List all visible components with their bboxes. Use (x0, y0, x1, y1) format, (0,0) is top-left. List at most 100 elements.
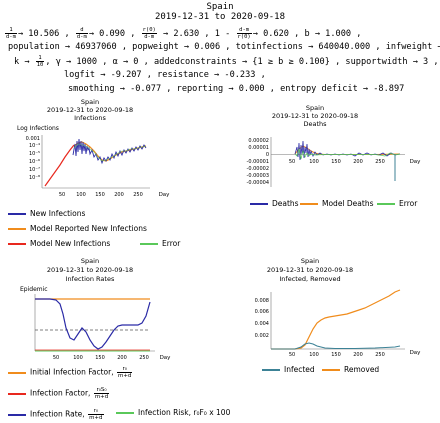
xtick-label: 100 (309, 159, 319, 165)
xtick-label: 200 (114, 192, 124, 198)
rates-name: Infection Rates (65, 275, 115, 283)
xtick-label: 250 (375, 159, 385, 165)
params-row-3: k → 1 10, γ → 1000 , α → 0 , addedconstra… (14, 55, 440, 68)
xtick-label: 250 (375, 352, 385, 357)
ytick-label: 0.008 (255, 298, 269, 304)
ytick-label: 0.001 (26, 136, 40, 142)
xtick-label: 50 (289, 159, 295, 165)
params-row-1: 1 d-m → 10.506 , d d-m → 0.090 , r(0) d-m → 2.… (5, 27, 362, 40)
infection-rate-line (35, 298, 151, 350)
xlabel: Day (159, 192, 171, 198)
removed-name: Infected, Removed (279, 275, 341, 283)
xtick-label: 200 (353, 159, 363, 165)
legend-model-reported: Model Reported New Infections (8, 224, 147, 234)
ytick-label: 0.006 (255, 309, 269, 315)
ytick-label: 10⁻⁷ (29, 167, 40, 173)
xtick-label: 150 (95, 355, 105, 361)
legend-initial-infection-factor: Initial Infection Factor, r₀ m+d (8, 366, 133, 379)
legend-infection-factor: Infection Factor, r₀S₀ m+d (8, 387, 110, 400)
legend-infection-risk: Infection Risk, r₀F₀ x 100 (116, 408, 230, 418)
ytick-label: -0.00003 (247, 173, 269, 179)
rates-subtitle: 2019-12-31 to 2020-09-18 (46, 266, 134, 274)
ytick-label: 10⁻⁴ (29, 143, 40, 149)
fraction-r0-over-dm: r(0) d-m (141, 27, 157, 40)
legend-removed: Removed (322, 365, 379, 375)
removed-subtitle: 2019-12-31 to 2020-09-18 (266, 266, 354, 274)
xtick-label: 250 (133, 192, 143, 198)
legend-deaths-error: Error (377, 199, 417, 209)
removed-title: Spain (300, 257, 320, 265)
ytick-label: 10⁻⁵ (29, 151, 40, 157)
fraction-1-over-dm: 1 d-m (5, 27, 17, 40)
params-row-4: logfit → -9.207 , resistance → -0.233 , (64, 70, 266, 80)
new-infections-line (72, 138, 147, 165)
infected-line (271, 342, 401, 350)
legend-infected: Infected (262, 365, 315, 375)
removed-xticks: 50 100 150 200 250 Day (289, 350, 421, 357)
removed-line (271, 289, 401, 350)
xtick-label: 150 (331, 352, 341, 357)
legend-model-deaths: Model Deaths (300, 199, 374, 209)
error-line (73, 143, 147, 162)
fraction-dm-over-r0: d-m r(0) (236, 27, 252, 40)
removed-yticks: 0.008 0.006 0.004 0.002 (255, 298, 269, 339)
ytick-label: 0.00001 (248, 145, 269, 151)
deaths-line (294, 140, 401, 161)
removed-chart: 0.008 0.006 0.004 0.002 50 100 150 200 2… (255, 289, 421, 357)
rates-xticks: 50 100 150 200 250 Day (53, 355, 171, 361)
xtick-label: 200 (353, 352, 363, 357)
ytick-label: -0.00001 (247, 159, 269, 165)
legend-infection-rate: Infection Rate, r₀ m+d (8, 408, 105, 421)
fraction-rate: r₀ m+d (88, 408, 104, 421)
params-row-2: population → 46937060 , popweight → 0.00… (8, 42, 440, 52)
xtick-label: 50 (59, 192, 65, 198)
deaths-title: Spain (305, 104, 325, 112)
deaths-error-line (294, 148, 401, 160)
infections-chart: 0.001 10⁻⁴ 10⁻⁵ 10⁻⁶ 10⁻⁷ 10⁻⁸ 50 100 15… (26, 135, 170, 198)
infections-xticks: 50 100 150 200 250 Day (59, 192, 170, 198)
ytick-label: 0.004 (255, 321, 269, 327)
rates-chart: 50 100 150 200 250 Day (34, 294, 171, 361)
infections-name: Infections (74, 114, 106, 122)
fraction-k: 1 10 (35, 55, 45, 68)
legend-model-new-infections: Model New Infections (8, 239, 110, 249)
xlabel: Day (410, 350, 422, 356)
xtick-label: 50 (289, 352, 295, 357)
xtick-label: 100 (73, 355, 83, 361)
infections-ylabel: Log Infections (17, 125, 59, 132)
xlabel: Day (160, 355, 172, 361)
model-new-infections-line (44, 144, 75, 187)
xlabel: Day (410, 159, 422, 165)
xtick-label: 150 (331, 159, 341, 165)
legend-infections-error: Error (140, 239, 180, 249)
xtick-label: 50 (53, 355, 59, 361)
ytick-label: 10⁻⁶ (29, 159, 40, 165)
rates-title: Spain (80, 257, 100, 265)
ytick-label: 0.002 (255, 333, 269, 339)
xtick-label: 100 (309, 352, 319, 357)
ytick-label: -0.00002 (247, 166, 269, 172)
xtick-label: 200 (117, 355, 127, 361)
infections-subtitle: 2019-12-31 to 2020-09-18 (46, 106, 134, 114)
country-title: Spain (206, 2, 234, 12)
ytick-label: 0.00002 (248, 138, 269, 144)
deaths-subtitle: 2019-12-31 to 2020-09-18 (271, 112, 359, 120)
legend-new-infections: New Infections (8, 209, 85, 219)
xtick-label: 150 (95, 192, 105, 198)
params-row-5: smoothing → -0.077 , reporting → 0.000 ,… (68, 84, 405, 94)
infections-title: Spain (80, 98, 100, 106)
infections-yticks: 0.001 10⁻⁴ 10⁻⁵ 10⁻⁶ 10⁻⁷ 10⁻⁸ (26, 136, 40, 181)
ytick-label: 0 (266, 152, 269, 158)
deaths-yticks: 0.00002 0.00001 0 -0.00001 -0.00002 -0.0… (247, 138, 269, 186)
legend-deaths: Deaths (250, 199, 299, 209)
fraction-d-over-dm: d d-m (75, 27, 88, 40)
deaths-chart: 0.00002 0.00001 0 -0.00001 -0.00002 -0.0… (247, 137, 421, 187)
fraction-r0-over-md: r₀ m+d (116, 366, 133, 379)
rates-ylabel: Epidemic (20, 286, 48, 293)
fraction-r0s0-over-md: r₀S₀ m+d (93, 387, 110, 400)
xtick-label: 250 (139, 355, 149, 361)
deaths-xticks: 50 100 150 200 250 Day (289, 159, 421, 165)
ytick-label: -0.00004 (247, 180, 269, 186)
ytick-label: 10⁻⁸ (29, 175, 40, 181)
xtick-label: 100 (76, 192, 86, 198)
